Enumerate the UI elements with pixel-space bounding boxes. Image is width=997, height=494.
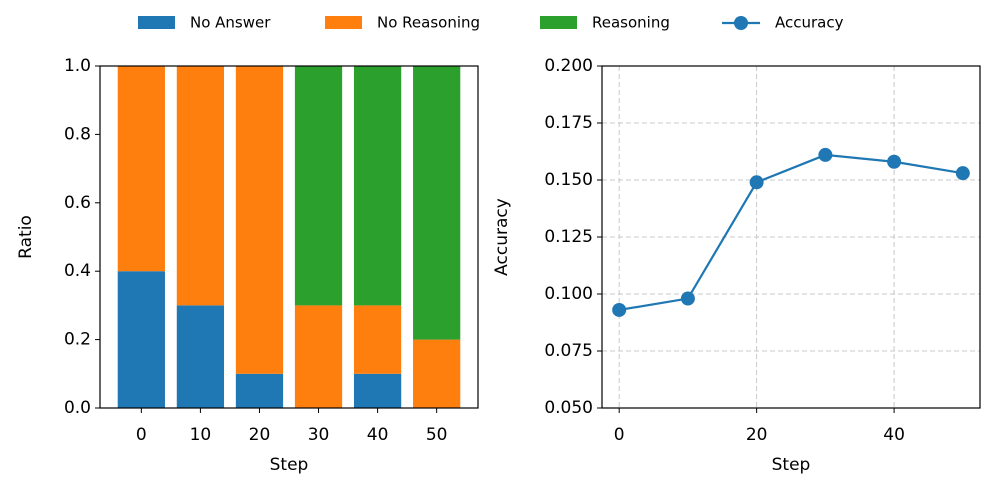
y-tick-label: 0.175 [544, 113, 593, 133]
plot-frame [601, 65, 981, 409]
legend-label: Accuracy [775, 14, 844, 32]
marker [680, 291, 695, 306]
bar-segment [353, 373, 402, 408]
y-axis-label: Ratio [16, 215, 36, 259]
bar-segment [176, 305, 225, 408]
bar-segment [353, 305, 402, 374]
legend-label: No Reasoning [377, 14, 480, 32]
y-tick-label: 0.2 [64, 330, 91, 350]
y-tick-label: 0.125 [544, 227, 593, 247]
x-tick-label: 0 [614, 425, 625, 445]
x-tick-label: 10 [190, 425, 212, 445]
y-tick-label: 0.6 [64, 193, 91, 213]
x-tick-label: 50 [426, 425, 448, 445]
legend-swatch [734, 16, 748, 30]
marker [749, 175, 764, 190]
y-tick-label: 0.100 [544, 284, 593, 304]
bar-segment [117, 271, 165, 408]
x-tick-label: 0 [136, 425, 147, 445]
line [619, 153, 963, 312]
y-tick-label: 0.200 [544, 56, 593, 76]
legend-label: No Answer [190, 14, 271, 32]
y-tick-label: 0.150 [544, 170, 593, 190]
bar-segment [117, 66, 165, 272]
bar-segment [294, 305, 343, 408]
y-tick-label: 1.0 [64, 56, 91, 76]
x-axis-label: Step [270, 455, 309, 475]
legend-swatch [540, 16, 577, 29]
bar-segment [353, 66, 402, 306]
bar-segment [413, 66, 461, 340]
legend-label: Reasoning [592, 14, 670, 32]
y-tick-label: 0.075 [544, 341, 593, 361]
y-tick-label: 0.050 [544, 398, 593, 418]
plot-frame [99, 65, 479, 409]
x-tick-label: 20 [746, 425, 768, 445]
marker [887, 154, 902, 169]
x-tick-label: 30 [308, 425, 330, 445]
bar-segment [294, 66, 343, 306]
y-tick-label: 0.4 [64, 261, 91, 281]
x-axis-label: Step [772, 455, 811, 475]
x-tick-label: 20 [249, 425, 271, 445]
marker [612, 302, 627, 317]
bar-segment [235, 373, 284, 408]
marker [955, 166, 970, 181]
y-tick-label: 0.0 [64, 398, 91, 418]
y-tick-label: 0.8 [64, 124, 91, 144]
legend-swatch [325, 16, 362, 29]
bar-segment [413, 339, 461, 408]
marker [818, 147, 833, 162]
x-tick-label: 40 [883, 425, 905, 445]
bar-segment [176, 66, 225, 306]
bar-segment [235, 66, 284, 374]
x-tick-label: 40 [367, 425, 389, 445]
y-axis-label: Accuracy [492, 198, 512, 276]
legend-swatch [138, 16, 175, 29]
